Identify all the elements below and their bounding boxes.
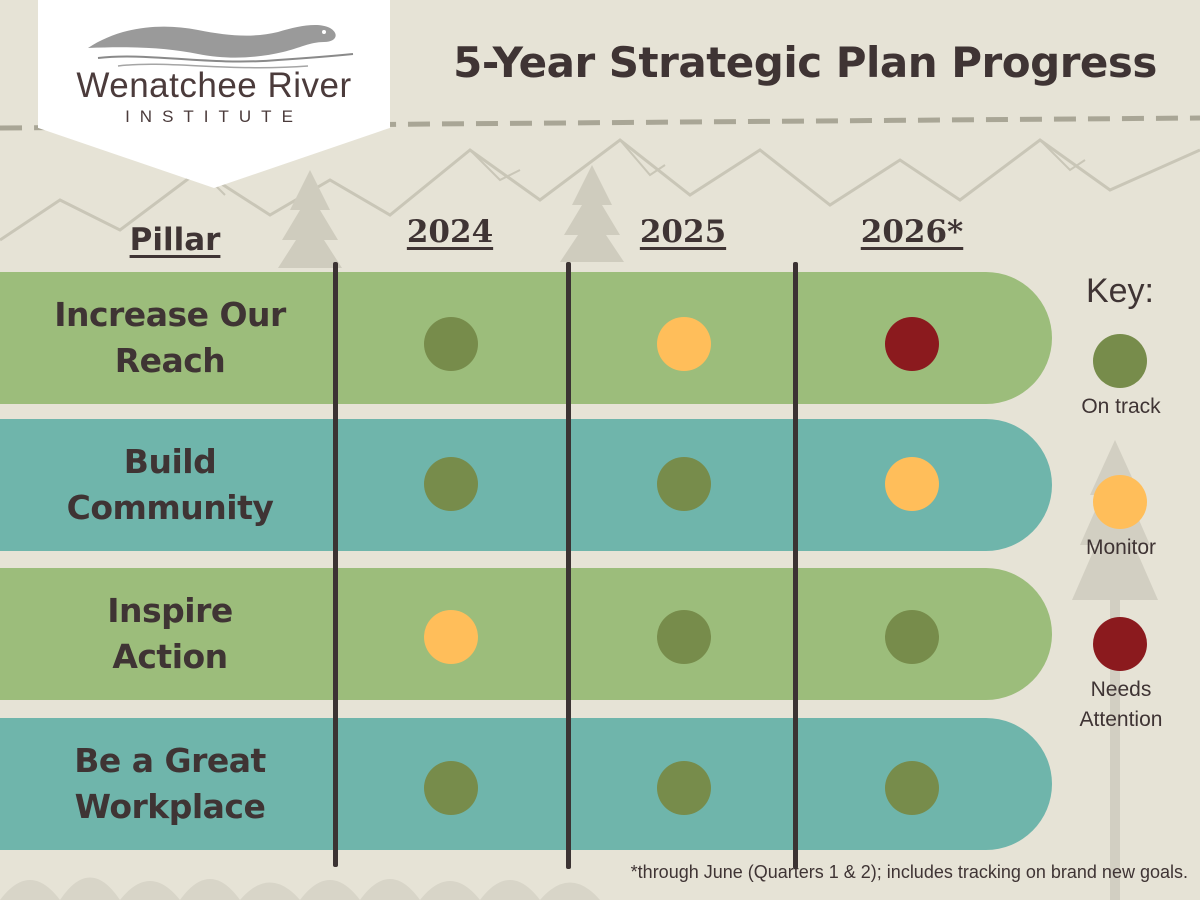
mountain-ridge-detail <box>199 139 1086 196</box>
key-label-on-track: On track <box>1081 395 1161 418</box>
pillar-label-inspire-action: Inspire Action <box>107 591 233 676</box>
page-title: 5-Year Strategic Plan Progress <box>453 38 1157 87</box>
status-dot-needs-attention <box>885 317 939 371</box>
logo-name: Wenatchee River <box>76 66 352 105</box>
otter-logo-icon <box>88 25 354 69</box>
status-dot-on-track <box>657 457 711 511</box>
status-dot-on-track <box>424 317 478 371</box>
ground-foliage <box>0 877 600 900</box>
status-dot-monitor <box>424 610 478 664</box>
pine-tree-left <box>278 170 342 268</box>
status-dot-on-track <box>885 610 939 664</box>
status-dot-monitor <box>657 317 711 371</box>
row-band-3 <box>0 568 1052 700</box>
column-divider-2 <box>566 262 571 869</box>
pine-tree-middle <box>560 165 624 262</box>
key-label-needs-attention: Needs Attention <box>1079 678 1163 731</box>
row-band-1 <box>0 272 1052 404</box>
key-dot-on-track <box>1093 334 1147 388</box>
header-year-2024: 2024 <box>406 214 494 250</box>
row-band-4 <box>0 718 1052 850</box>
key-dot-needs-attention <box>1093 617 1147 671</box>
status-dot-on-track <box>424 457 478 511</box>
status-dot-on-track <box>657 761 711 815</box>
pillar-label-build-community: Build Community <box>66 442 274 527</box>
status-dot-on-track <box>424 761 478 815</box>
key-title: Key: <box>1085 272 1155 310</box>
pillar-label-be-a-great-workplace: Be a Great Workplace <box>74 741 266 826</box>
pillar-label-increase-our-reach: Increase Our Reach <box>54 295 286 380</box>
logo-subtitle: INSTITUTE <box>125 107 303 126</box>
column-divider-3 <box>793 262 798 869</box>
status-dot-on-track <box>885 761 939 815</box>
row-band-2 <box>0 419 1052 551</box>
key-label-monitor: Monitor <box>1085 536 1157 559</box>
status-dot-on-track <box>657 610 711 664</box>
header-year-2025: 2025 <box>639 214 727 250</box>
key-dot-monitor <box>1093 475 1147 529</box>
header-pillar: Pillar <box>129 222 221 258</box>
status-dot-monitor <box>885 457 939 511</box>
footnote: *through June (Quarters 1 & 2); includes… <box>630 862 1188 882</box>
header-year-2026: 2026* <box>860 214 964 250</box>
mountain-range <box>0 138 1200 242</box>
column-divider-1 <box>333 262 338 867</box>
